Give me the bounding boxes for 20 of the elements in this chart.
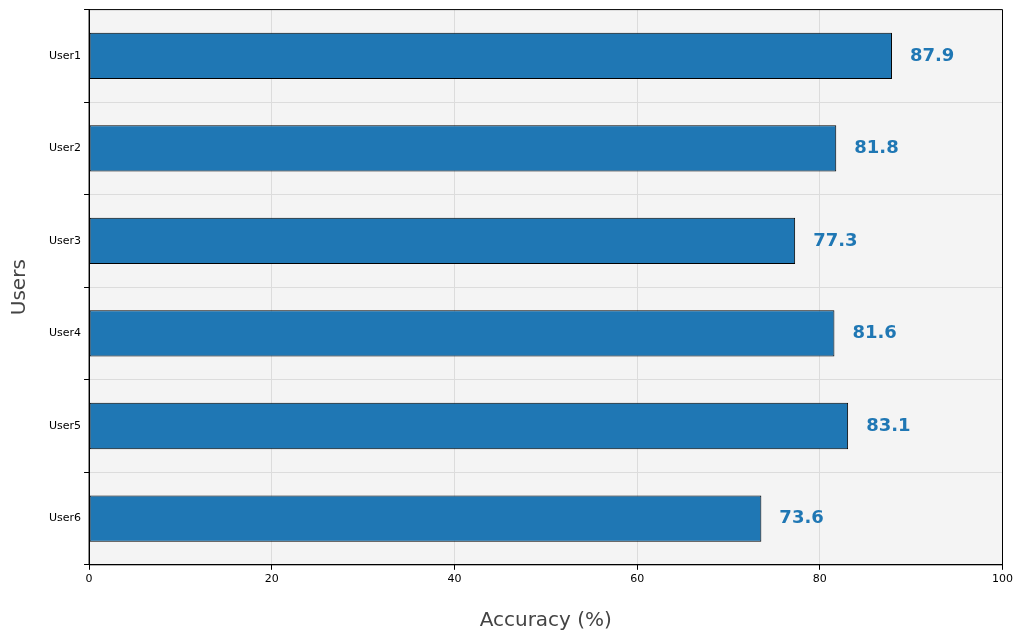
x-axis-title: Accuracy (%)	[479, 607, 612, 632]
y-tick-label: User4	[48, 326, 82, 340]
x-tick-label: 0	[85, 572, 93, 586]
x-tick-label: 80	[812, 572, 827, 586]
data-label: 81.8	[854, 136, 899, 158]
x-tick-label: 60	[630, 572, 645, 586]
x-tick-label: 20	[264, 572, 279, 586]
x-tick-label: 100	[992, 572, 1013, 586]
x-tick-label: 40	[447, 572, 462, 586]
data-label: 77.3	[813, 228, 858, 250]
y-tick-label: User6	[48, 511, 82, 525]
data-label: 83.1	[866, 413, 911, 435]
y-tick-label: User3	[48, 233, 82, 247]
data-label: 81.6	[852, 321, 897, 343]
y-tick-label: User2	[48, 141, 82, 155]
y-tick-label: User5	[48, 418, 82, 432]
data-label: 87.9	[909, 43, 955, 65]
data-label: 73.6	[779, 506, 824, 528]
y-axis-title: Users	[6, 259, 31, 316]
y-tick-label: User1	[48, 48, 82, 62]
